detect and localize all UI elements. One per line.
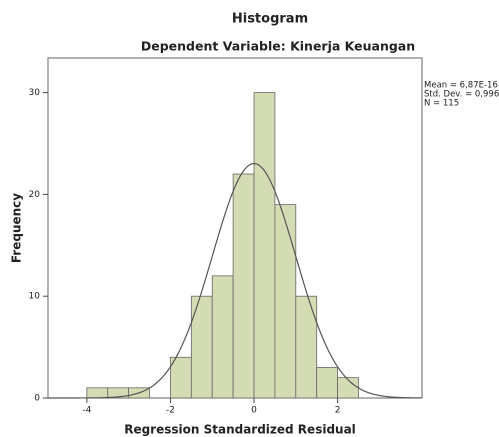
chart-title: Histogram xyxy=(232,12,308,27)
chart: Histogram Dependent Variable: Kinerja Ke… xyxy=(0,0,499,437)
bar xyxy=(233,174,254,398)
x-tick-label: 2 xyxy=(335,406,341,416)
bar xyxy=(317,367,338,398)
y-tick-label: 0 xyxy=(34,394,40,404)
y-tick-label: 30 xyxy=(29,88,41,98)
bar xyxy=(338,378,359,398)
stats-label: N = 115 xyxy=(424,99,459,109)
bar xyxy=(275,205,296,398)
bar xyxy=(296,296,317,398)
y-axis-label: Frequency xyxy=(10,193,24,263)
chart-subtitle: Dependent Variable: Kinerja Keuangan xyxy=(141,39,415,54)
bar xyxy=(254,93,275,398)
x-tick-label: 0 xyxy=(251,406,257,416)
x-tick-label: -4 xyxy=(82,406,91,416)
y-tick-label: 10 xyxy=(29,292,41,302)
y-tick-label: 20 xyxy=(29,190,41,200)
bar xyxy=(191,296,212,398)
x-axis-label: Regression Standardized Residual xyxy=(124,423,356,437)
bar xyxy=(212,276,233,398)
bar xyxy=(87,388,108,398)
bar xyxy=(170,357,191,398)
x-tick-label: -2 xyxy=(166,406,175,416)
